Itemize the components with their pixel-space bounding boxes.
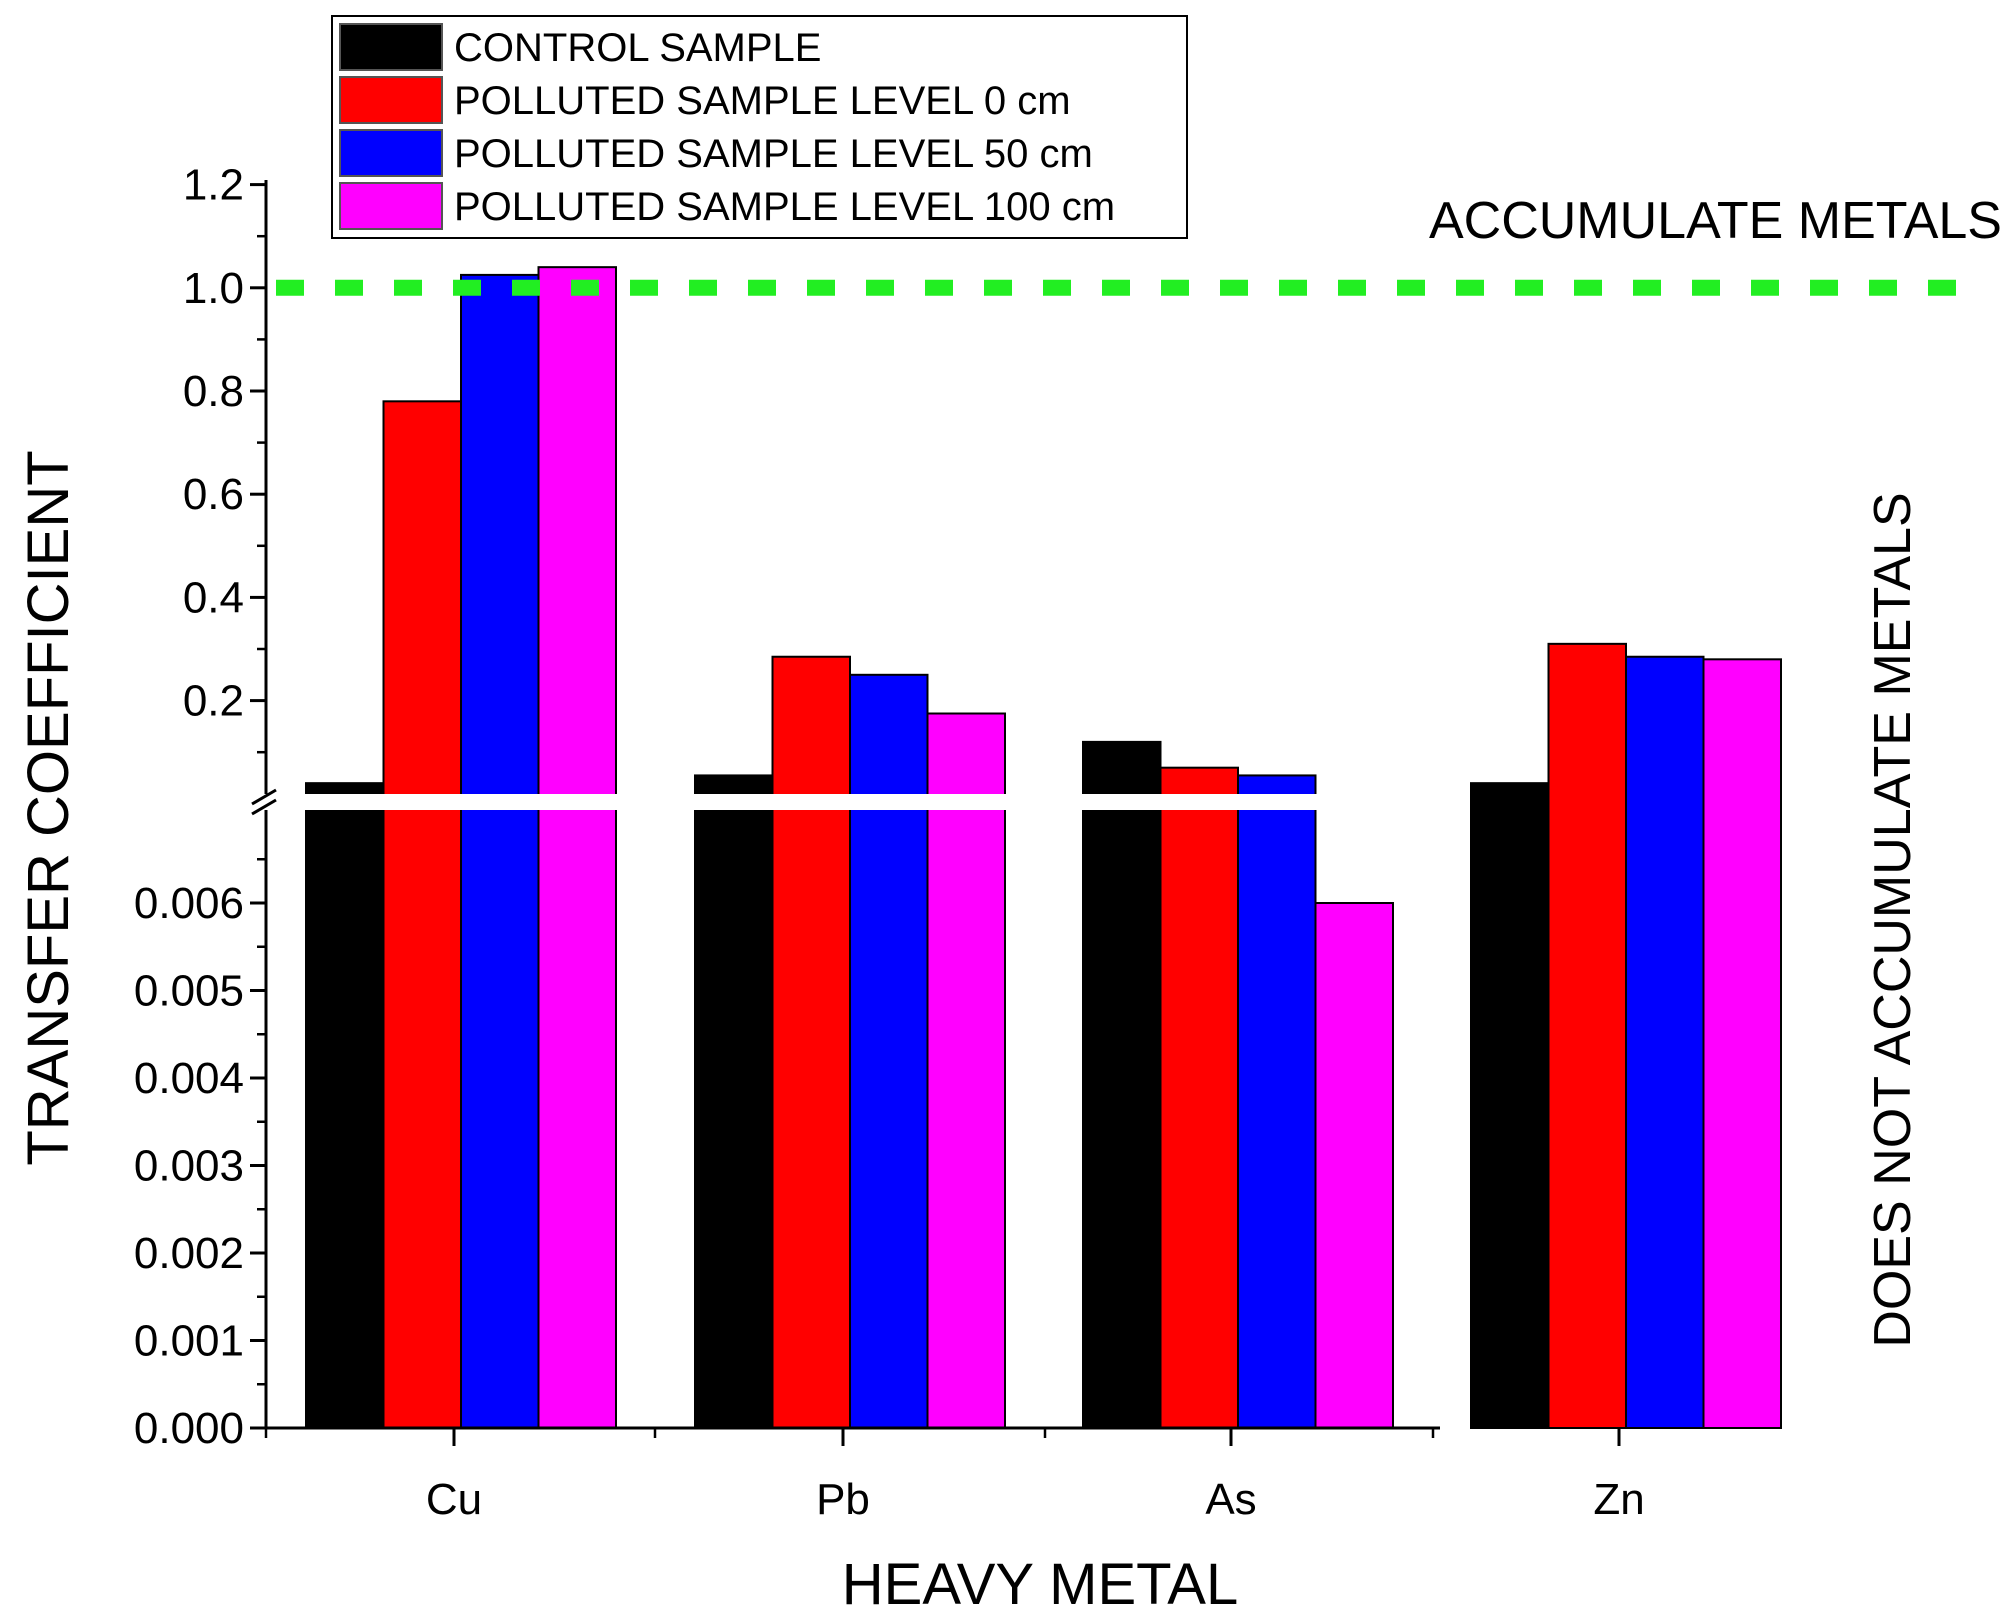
y-tick-label: 0.006 [134,879,244,928]
axis-break-band [260,794,1444,810]
legend-swatch [339,182,443,230]
bar-zn-series-3 [1625,655,1705,1429]
bar-pb-series-4 [926,712,1006,1429]
legend-swatch [339,23,443,71]
y-tick-label: 0.001 [134,1317,244,1366]
lower-y-axis-ticks: 0.000 0.001 0.002 0.003 0.004 0.005 0.006 [134,800,268,1453]
legend-label: POLLUTED SAMPLE LEVEL 100 cm [454,185,1115,229]
x-tick-label: Pb [816,1475,870,1524]
legend-swatch [339,129,443,177]
bar-cu-series-2 [382,400,462,1430]
y-tick-label: 1.0 [183,264,244,313]
y-tick-label: 0.4 [183,573,244,622]
y-tick-label: 0.002 [134,1229,244,1278]
bar-as-series-3 [1237,774,1317,1429]
bar-cu-series-4 [537,266,617,1429]
legend-label: POLLUTED SAMPLE LEVEL 50 cm [454,132,1093,176]
not-accumulate-annotation: DOES NOT ACCUMULATE METALS [1864,492,1922,1347]
bar-zn-series-1 [1470,782,1550,1429]
legend-label: CONTROL SAMPLE [454,26,821,70]
x-axis-title: HEAVY METAL [842,1552,1238,1617]
bar-zn-series-2 [1547,642,1627,1429]
bar-as-series-4 [1314,902,1394,1429]
bar-pb-series-2 [771,655,851,1429]
legend-swatch [339,76,443,124]
bar-zn-series-4 [1702,658,1782,1429]
x-tick-label: Cu [426,1475,482,1524]
y-axis-title: TRANSFER COEFFICIENT [16,450,81,1165]
legend-box [331,15,1188,239]
y-tick-label: 0.8 [183,367,244,416]
accumulate-annotation: ACCUMULATE METALS [1429,192,2002,250]
y-tick-label: 0.003 [134,1142,244,1191]
y-tick-label: 0.2 [183,677,244,726]
y-tick-label: 0.004 [134,1054,244,1103]
bar-pb-series-3 [849,673,929,1429]
legend-label: POLLUTED SAMPLE LEVEL 0 cm [454,79,1071,123]
y-tick-label: 0.005 [134,967,244,1016]
bars [305,266,1782,1430]
legend: CONTROL SAMPLE POLLUTED SAMPLE LEVEL 0 cm… [331,15,1188,239]
x-tick-label: As [1205,1475,1256,1524]
x-axis: Cu Pb As Zn [264,1426,1645,1524]
axis-break-mark [251,798,277,816]
y-tick-label: 0.000 [134,1404,244,1453]
bar-cu-series-1 [305,782,385,1429]
y-tick-label: 1.2 [183,161,244,210]
bar-cu-series-3 [460,273,540,1429]
axis-break-mark [251,788,277,806]
y-tick-label: 0.6 [183,470,244,519]
axis-break [251,788,1444,816]
bar-as-series-1 [1082,740,1162,1429]
bar-as-series-2 [1159,766,1239,1429]
x-tick-label: Zn [1593,1475,1644,1524]
bar-pb-series-1 [694,774,774,1429]
upper-y-axis-ticks: 0.2 0.4 0.6 0.8 1.0 1.2 [183,161,268,794]
